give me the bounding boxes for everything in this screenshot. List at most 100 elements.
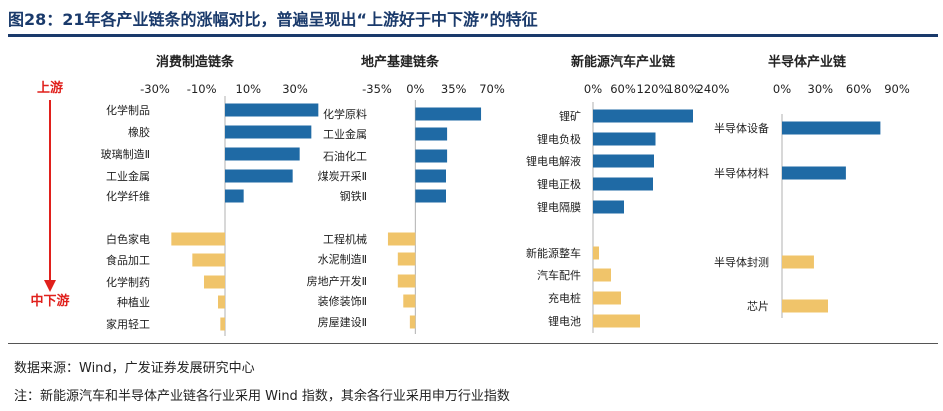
- category-label: 房屋建设Ⅱ: [318, 315, 367, 329]
- bar: [225, 103, 319, 117]
- bar: [225, 125, 312, 139]
- tick-label: 30%: [282, 82, 308, 96]
- bar: [593, 177, 653, 191]
- bar: [593, 268, 611, 282]
- arrow-head: [44, 280, 56, 292]
- category-label: 芯片: [747, 299, 769, 313]
- bar: [415, 189, 446, 203]
- bar: [415, 127, 448, 141]
- tick-label: -10%: [187, 82, 217, 96]
- footnote: 注：新能源汽车和半导体产业链各行业采用 Wind 指数，其余各行业采用申万行业指…: [14, 389, 510, 404]
- bar: [387, 232, 416, 246]
- bar: [593, 109, 693, 123]
- panel-title: 地产基建链条: [361, 54, 440, 70]
- bar: [397, 274, 416, 288]
- category-label: 锂电隔膜: [537, 200, 581, 214]
- bar: [593, 132, 656, 146]
- panel-title: 半导体产业链: [768, 54, 847, 70]
- category-label: 石油化工: [323, 149, 367, 163]
- panel-title: 新能源汽车产业链: [571, 54, 676, 70]
- tick-label: 60%: [610, 82, 636, 96]
- category-label: 煤炭开采Ⅱ: [318, 170, 367, 183]
- bar: [782, 299, 828, 313]
- category-label: 锂电电解液: [526, 154, 581, 168]
- category-label: 充电桩: [548, 291, 581, 305]
- bar: [593, 314, 640, 328]
- category-label: 家用轻工: [106, 317, 150, 331]
- category-label: 钢铁Ⅱ: [340, 190, 367, 203]
- bar: [593, 154, 654, 168]
- source-note: 数据来源：Wind，广发证券发展研究中心: [14, 361, 255, 376]
- downstream-label: 中下游: [30, 293, 69, 309]
- bar: [782, 166, 846, 180]
- category-label: 工程机械: [323, 232, 367, 246]
- bar: [415, 169, 446, 183]
- category-label: 橡胶: [128, 125, 150, 139]
- category-label: 锂电池: [548, 314, 581, 328]
- bar: [192, 253, 225, 267]
- bar: [593, 200, 624, 214]
- tick-label: -35%: [362, 82, 392, 96]
- category-label: 半导体封测: [714, 255, 769, 269]
- category-label: 汽车配件: [537, 268, 581, 282]
- category-label: 食品加工: [106, 253, 150, 267]
- tick-label: 0%: [406, 82, 424, 96]
- category-label: 锂矿: [559, 109, 581, 123]
- bar: [204, 275, 225, 289]
- tick-label: 90%: [884, 82, 910, 96]
- category-label: 装修装饰Ⅱ: [318, 294, 367, 308]
- category-label: 化学制品: [106, 103, 150, 117]
- bar: [415, 107, 482, 121]
- bar: [171, 232, 225, 246]
- bar: [593, 246, 599, 260]
- category-label: 玻璃制造Ⅱ: [101, 147, 150, 161]
- category-label: 化学原料: [323, 107, 367, 121]
- category-label: 新能源整车: [526, 246, 581, 260]
- tick-label: 240%: [697, 82, 730, 96]
- category-label: 白色家电: [106, 232, 150, 246]
- title-rule: [8, 34, 938, 37]
- bar: [415, 149, 448, 163]
- bar: [782, 255, 814, 269]
- category-label: 水泥制造Ⅱ: [318, 252, 367, 266]
- tick-label: 0%: [584, 82, 602, 96]
- panel-title: 消费制造链条: [156, 54, 235, 70]
- tick-label: 10%: [236, 82, 262, 96]
- bar: [225, 189, 244, 203]
- footer-rule: [8, 343, 938, 344]
- tick-label: 30%: [808, 82, 834, 96]
- category-label: 锂电正极: [537, 177, 581, 191]
- upstream-label: 上游: [37, 80, 63, 96]
- category-label: 种植业: [117, 295, 150, 309]
- category-label: 工业金属: [323, 127, 367, 141]
- bar: [593, 291, 621, 305]
- bar: [225, 169, 293, 183]
- bar: [782, 121, 881, 135]
- bar: [225, 147, 300, 161]
- category-label: 半导体设备: [714, 121, 769, 135]
- chart-panel-3: 新能源汽车产业链 0% 60% 120%180%240% 锂矿锂电负极锂电电解液锂电正极…: [526, 54, 730, 333]
- category-label: 半导体材料: [714, 166, 769, 180]
- category-label: 工业金属: [106, 169, 150, 183]
- tick-label: 35%: [441, 82, 467, 96]
- tick-label: 60%: [846, 82, 872, 96]
- category-label: 锂电负极: [537, 132, 581, 146]
- figure-title: 图28：21年各产业链条的涨幅对比，普遍呈现出“上游好于中下游”的特征: [8, 10, 538, 29]
- tick-label: -30%: [140, 82, 170, 96]
- category-label: 房地产开发Ⅱ: [307, 274, 367, 288]
- tick-label: 120%: [637, 82, 670, 96]
- bar: [397, 252, 416, 266]
- category-label: 化学纤维: [106, 189, 150, 203]
- bar: [403, 294, 416, 308]
- tick-label: 0%: [773, 82, 791, 96]
- bar: [218, 295, 225, 309]
- tick-label: 70%: [479, 82, 505, 96]
- bar: [409, 315, 416, 329]
- tick-label: 180%: [667, 82, 700, 96]
- bar: [220, 317, 225, 331]
